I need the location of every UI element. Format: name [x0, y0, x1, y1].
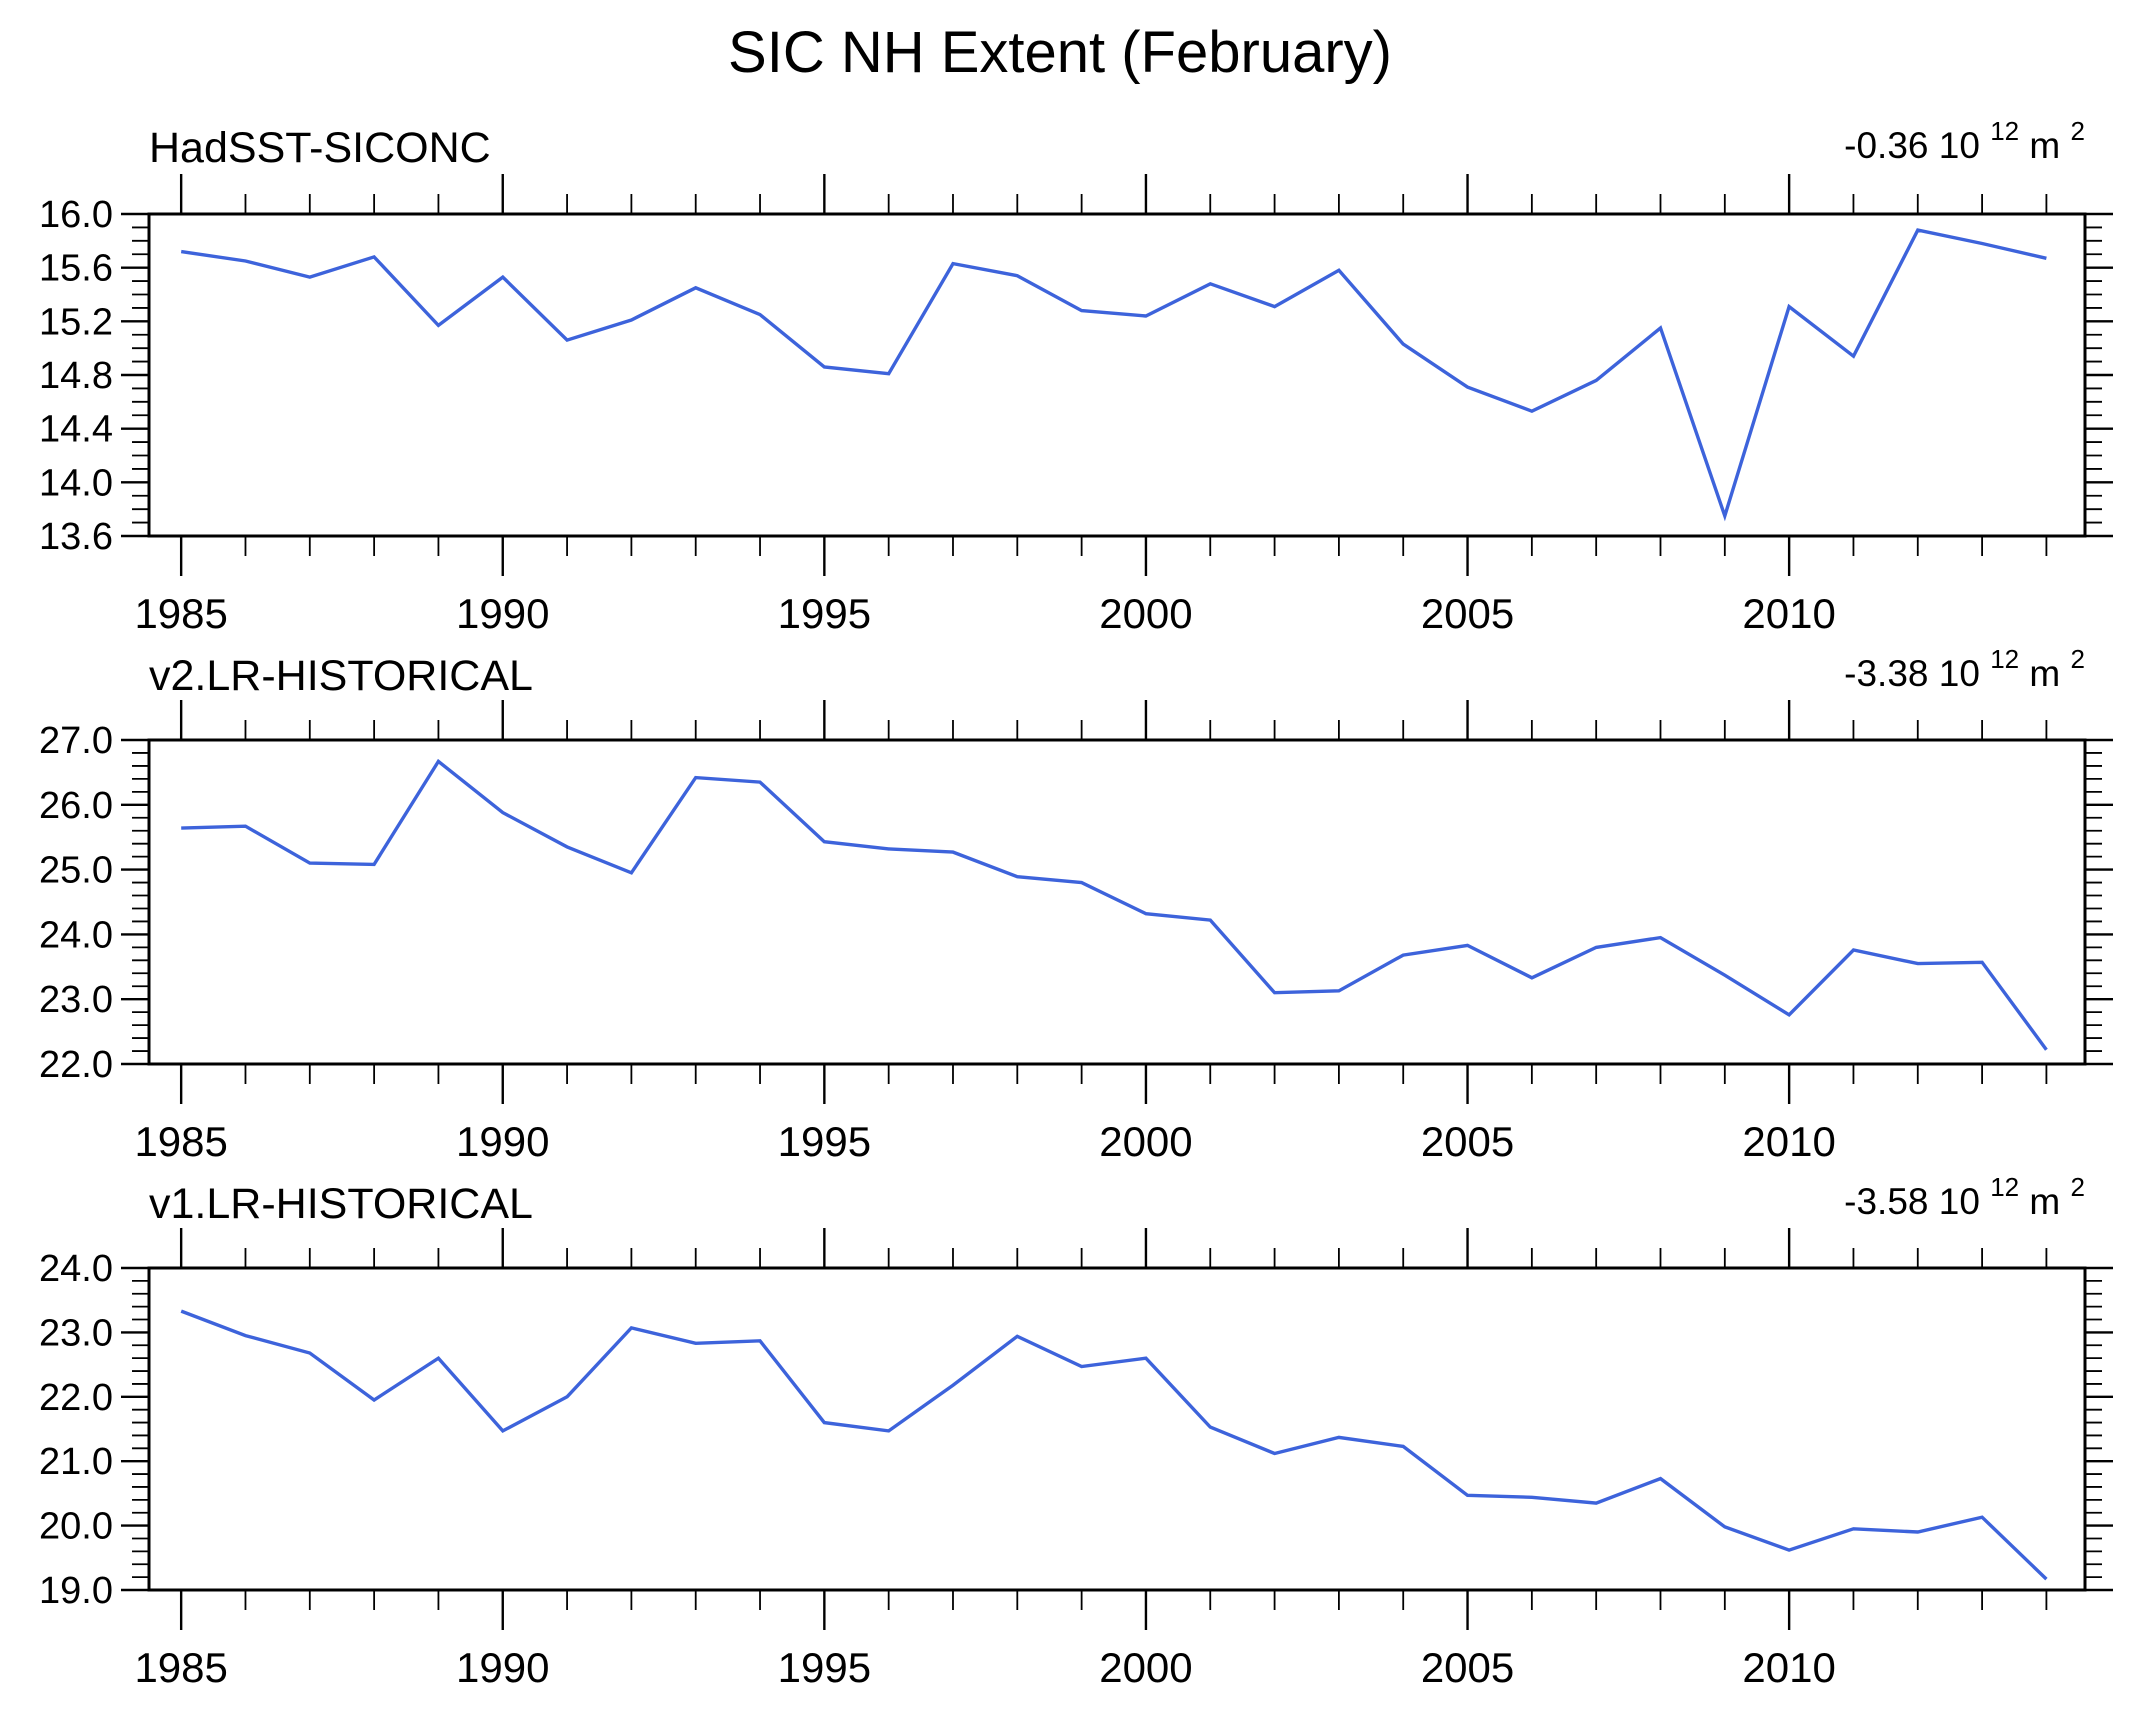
panel-v1-label: v1.LR-HISTORICAL	[149, 1180, 533, 1228]
annotation-exponent: 12	[1990, 1172, 2019, 1202]
y-axis-tick-label: 23.0	[39, 1312, 113, 1354]
annotation-value: -0.36 10	[1844, 125, 1980, 166]
y-axis-tick-label: 24.0	[39, 1248, 113, 1290]
panel-v1-lr-historical: v1.LR-HISTORICAL -3.58 10 12 m 2 24.0 23.…	[39, 1163, 2113, 1691]
x-axis-tick-label: 1985	[134, 1644, 227, 1691]
y-axis-tick-label: 15.6	[39, 248, 113, 290]
annotation-unit-exponent: 2	[2071, 116, 2085, 146]
plot-frame	[147, 738, 2087, 1066]
x-axis-tick-label: 1985	[134, 590, 227, 637]
figure-title: SIC NH Extent (February)	[728, 20, 1392, 85]
x-axis-tick-label: 2005	[1421, 590, 1514, 637]
annotation-unit: m	[2029, 1181, 2060, 1222]
annotation-value: -3.58 10	[1844, 1181, 1980, 1222]
y-axis-tick-label: 20.0	[39, 1506, 113, 1548]
y-axis-tick-label: 21.0	[39, 1441, 113, 1483]
annotation-unit: m	[2029, 653, 2060, 694]
y-axis-tick-label: 24.0	[39, 914, 113, 956]
x-axis-tick-label: 2005	[1421, 1644, 1514, 1691]
x-axis-tick-label: 2000	[1099, 1644, 1192, 1691]
y-axis-tick-label: 14.4	[39, 409, 113, 451]
y-axis-tick-label: 19.0	[39, 1570, 113, 1612]
plot-frame	[147, 1266, 2087, 1592]
panel-v1-plot-area: 24.0 23.0 22.0 21.0 20.0 19.0 1985 1990 1995 2000…	[39, 1228, 2113, 1691]
x-axis-tick-label: 2010	[1742, 1118, 1835, 1165]
x-axis-tick-label: 2010	[1742, 1644, 1835, 1691]
y-axis-tick-label: 25.0	[39, 850, 113, 892]
annotation-value: -3.38 10	[1844, 653, 1980, 694]
y-axis-tick-label: 26.0	[39, 785, 113, 827]
panel-v2-lr-historical: v2.LR-HISTORICAL -3.38 10 12 m 2 27.0 26.…	[39, 635, 2113, 1165]
annotation-unit-exponent: 2	[2071, 1172, 2085, 1202]
x-axis-tick-label: 2005	[1421, 1118, 1514, 1165]
x-axis-tick-label: 2010	[1742, 590, 1835, 637]
y-axis-tick-label: 14.0	[39, 462, 113, 504]
panel-hadsst-plot-area: 16.0 15.6 15.2 14.8 14.4 14.0 13.6 1985 1990 1995…	[39, 174, 2113, 637]
panel-v1-trend-annotation: -3.58 10 12 m 2	[1844, 1163, 2085, 1222]
data-line-hadsst-siconc	[180, 228, 2047, 522]
x-axis-tick-label: 1995	[778, 590, 871, 637]
x-axis-tick-label: 1995	[778, 1118, 871, 1165]
x-axis-tick-label: 1995	[778, 1644, 871, 1691]
y-axis-tick-label: 16.0	[39, 194, 113, 236]
panel-hadsst-siconc: HadSST-SICONC -0.36 10 12 m 2 16.0 15.6 15…	[39, 107, 2113, 637]
y-axis-tick-label: 27.0	[39, 720, 113, 762]
x-axis-tick-label: 1985	[134, 1118, 227, 1165]
panel-hadsst-label: HadSST-SICONC	[149, 124, 491, 172]
plot-frame	[147, 212, 2087, 538]
panel-v2-trend-annotation: -3.38 10 12 m 2	[1844, 635, 2085, 694]
panel-v2-plot-area: 27.0 26.0 25.0 24.0 23.0 22.0 1985 1990 1995 2000…	[39, 700, 2113, 1165]
x-axis-tick-label: 2000	[1099, 590, 1192, 637]
panel-hadsst-trend-annotation: -0.36 10 12 m 2	[1844, 107, 2085, 166]
annotation-exponent: 12	[1990, 644, 2019, 674]
y-axis-tick-label: 13.6	[39, 516, 113, 558]
y-axis-tick-label: 14.8	[39, 355, 113, 397]
x-axis-tick-label: 1990	[456, 1644, 549, 1691]
data-line-v1.lr-historical	[180, 1309, 2048, 1581]
x-axis-tick-label: 1990	[456, 1118, 549, 1165]
x-axis-tick-label: 1990	[456, 590, 549, 637]
y-axis-tick-label: 15.2	[39, 301, 113, 343]
annotation-unit-exponent: 2	[2071, 644, 2085, 674]
panel-v2-label: v2.LR-HISTORICAL	[149, 652, 533, 700]
annotation-exponent: 12	[1990, 116, 2019, 146]
y-axis-tick-label: 23.0	[39, 979, 113, 1021]
annotation-unit: m	[2029, 125, 2060, 166]
data-line-v2.lr-historical	[181, 758, 2048, 1051]
y-axis-tick-label: 22.0	[39, 1044, 113, 1086]
y-axis-tick-label: 22.0	[39, 1377, 113, 1419]
x-axis-tick-label: 2000	[1099, 1118, 1192, 1165]
